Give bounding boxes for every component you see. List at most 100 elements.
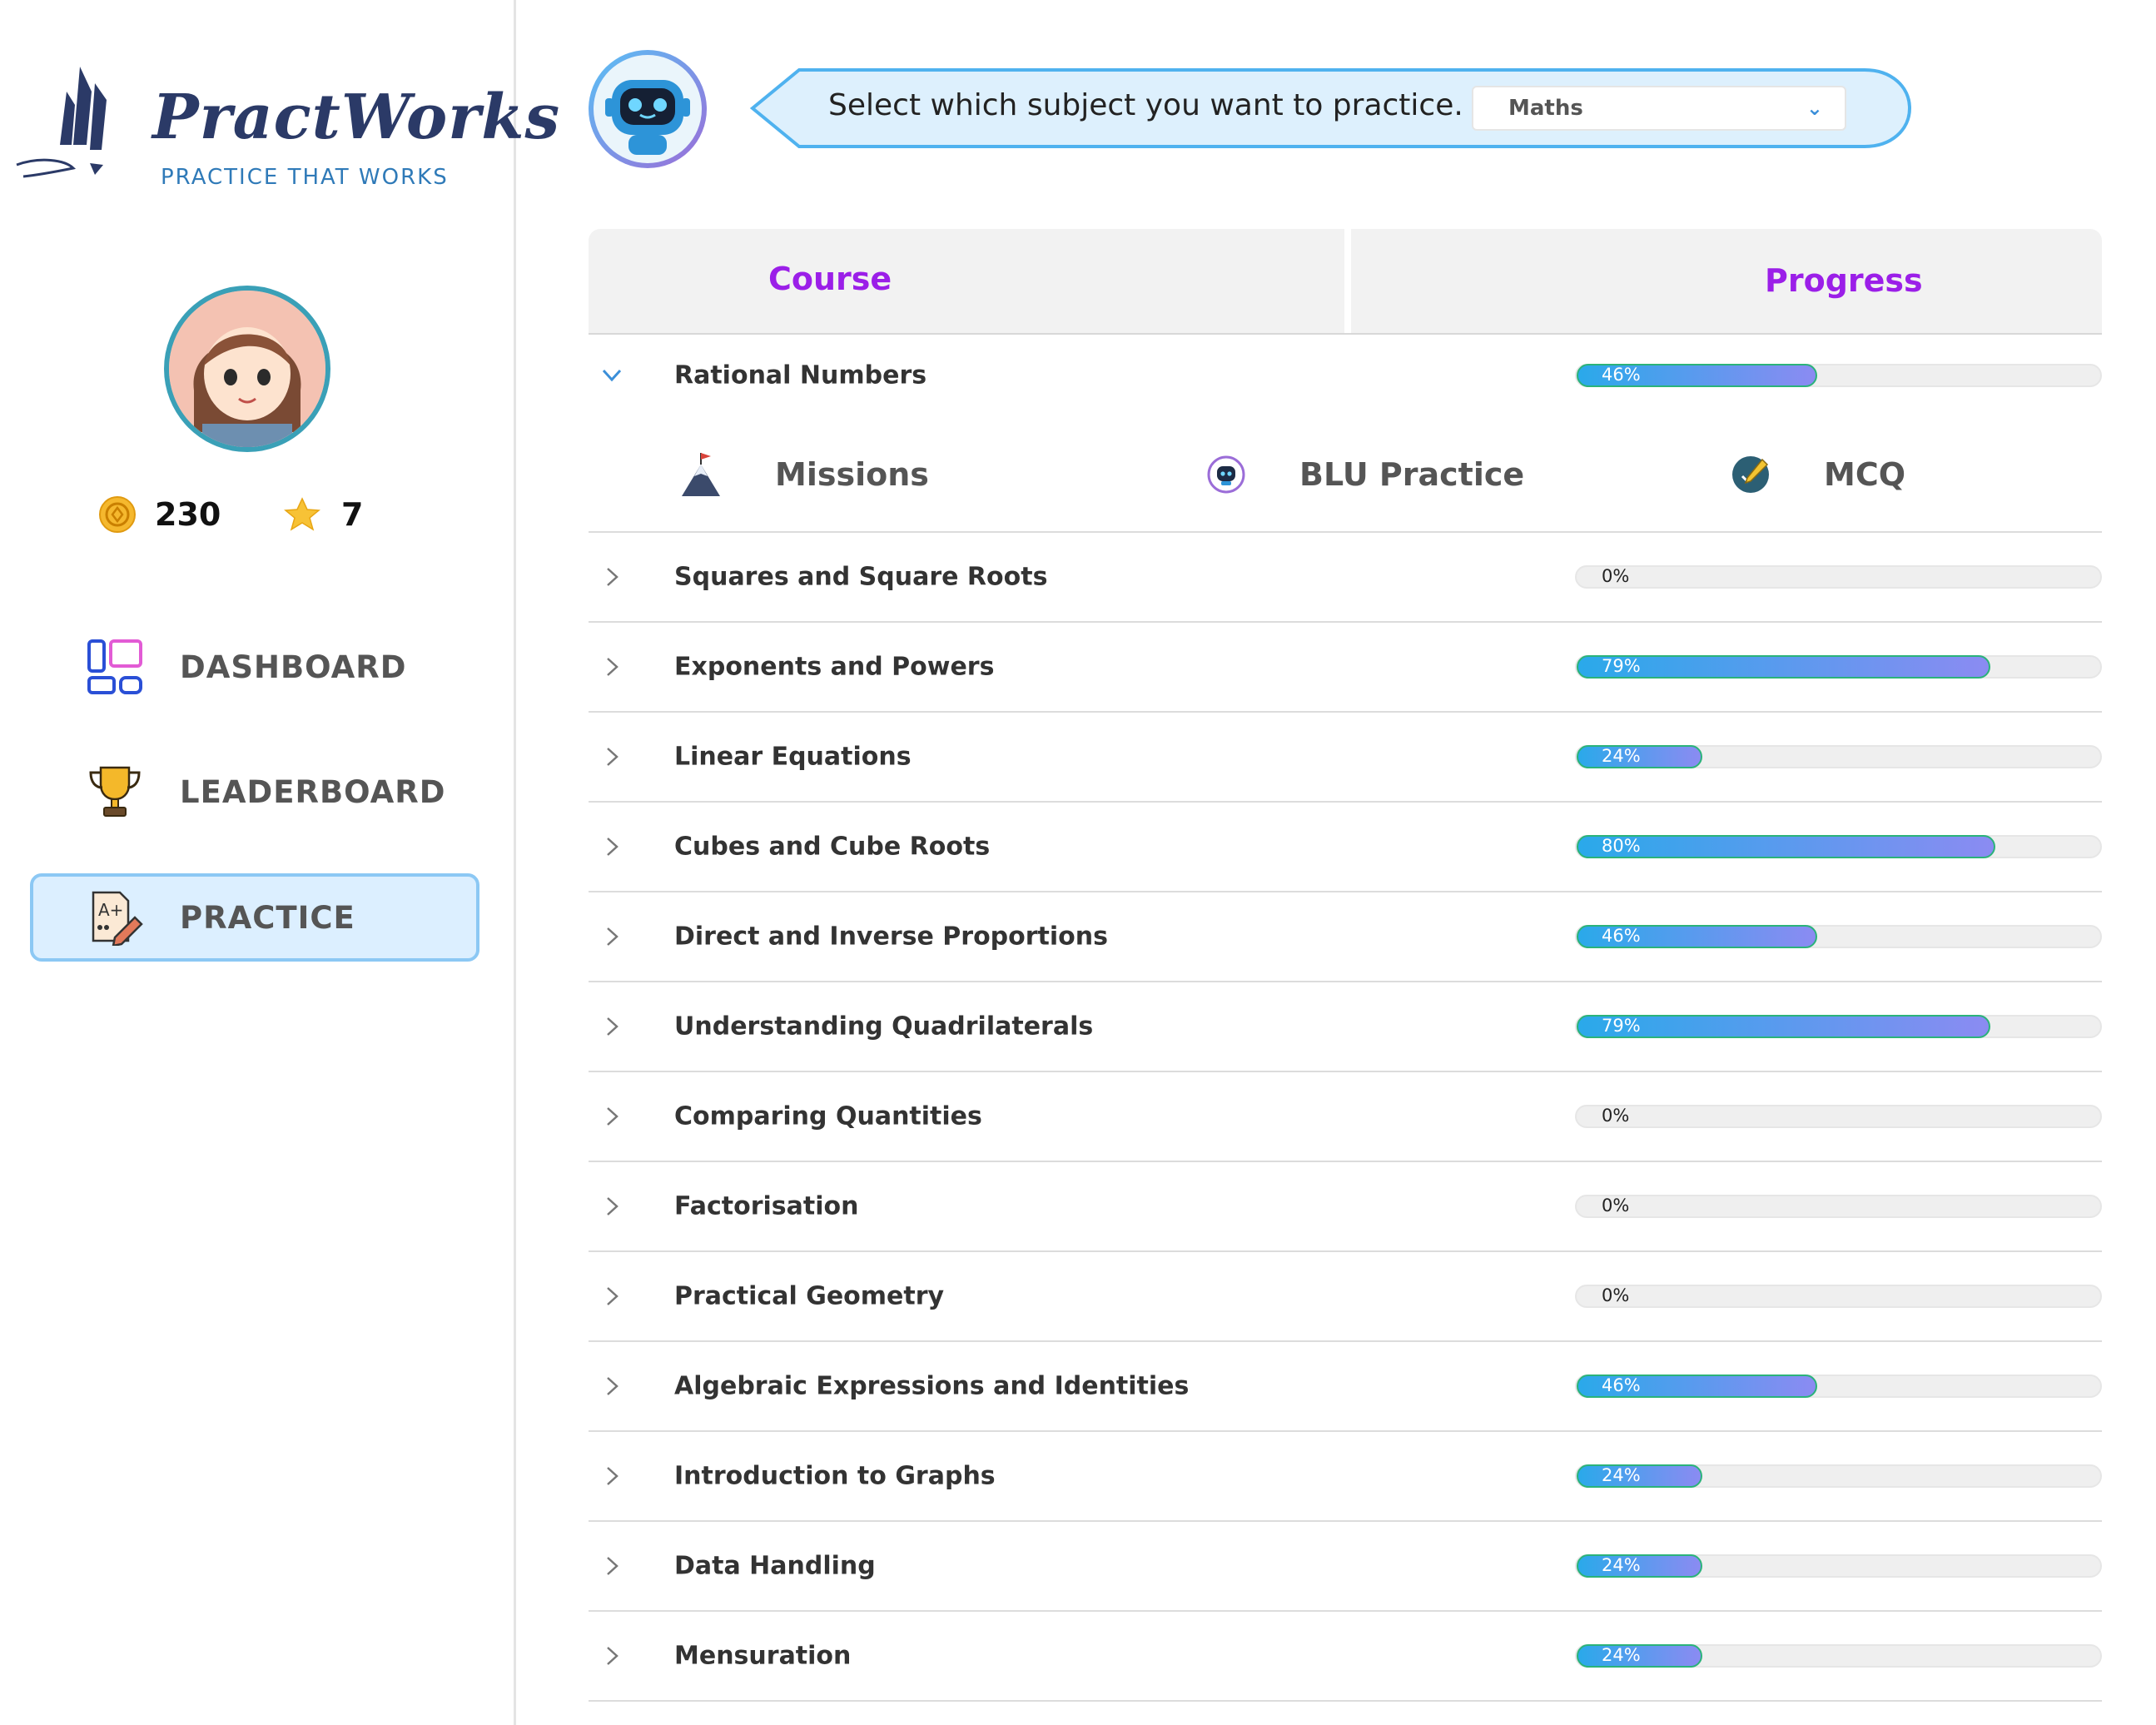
missions-option[interactable]: Missions <box>680 441 929 508</box>
course-row[interactable]: Cubes and Cube Roots 80% <box>589 803 2102 892</box>
brand-logo[interactable]: PractWorks PRACTICE THAT WORKS <box>15 58 559 200</box>
user-avatar-icon <box>169 291 325 447</box>
chevron-right-icon[interactable] <box>597 1281 627 1311</box>
brand-tagline: PRACTICE THAT WORKS <box>161 165 449 190</box>
progress-label: 46% <box>1602 926 1641 946</box>
chevron-right-icon[interactable] <box>597 1371 627 1401</box>
svg-text:A+: A+ <box>98 900 123 920</box>
course-row[interactable]: Linear Equations 24% <box>589 713 2102 803</box>
chevron-down-icon: ⌄ <box>1806 97 1823 120</box>
chevron-right-icon[interactable] <box>597 922 627 952</box>
coin-icon <box>99 496 136 533</box>
coins-count: 230 <box>155 496 221 533</box>
blu-practice-option[interactable]: BLU Practice <box>1206 441 1524 508</box>
bot-avatar <box>589 50 707 168</box>
progress-label: 0% <box>1602 566 1630 586</box>
course-row[interactable]: Exponents and Powers 79% <box>589 623 2102 713</box>
progress-label: 0% <box>1602 1196 1630 1215</box>
progress-label: 79% <box>1602 656 1641 676</box>
progress-label: 0% <box>1602 1106 1630 1126</box>
progress-bar: 0% <box>1575 1195 2102 1218</box>
sidebar: PractWorks PRACTICE THAT WORKS 230 <box>0 0 559 1725</box>
course-row[interactable]: Data Handling 24% <box>589 1522 2102 1612</box>
course-title: Factorisation <box>674 1191 859 1221</box>
nav-dashboard-label: DASHBOARD <box>180 649 407 685</box>
course-title: Comparing Quantities <box>674 1101 982 1131</box>
progress-label: 24% <box>1602 1645 1641 1665</box>
course-header: Course <box>768 261 892 297</box>
subject-select[interactable]: Maths ⌄ <box>1472 86 1846 131</box>
stars-count: 7 <box>341 496 364 533</box>
robot-icon <box>1207 455 1245 494</box>
progress-label: 24% <box>1602 1555 1641 1575</box>
stars-stat: 7 <box>281 491 363 538</box>
progress-bar: 0% <box>1575 565 2102 589</box>
chevron-right-icon[interactable] <box>597 1101 627 1131</box>
course-title: Squares and Square Roots <box>674 562 1048 592</box>
coins-stat: 230 <box>98 491 221 538</box>
course-title: Rational Numbers <box>674 360 927 390</box>
course-row[interactable]: Algebraic Expressions and Identities 46% <box>589 1342 2102 1432</box>
progress-label: 79% <box>1602 1016 1641 1036</box>
star-icon <box>284 497 320 531</box>
progress-label: 24% <box>1602 1465 1641 1485</box>
progress-bar: 79% <box>1575 1015 2102 1038</box>
progress-header: Progress <box>1765 262 1923 299</box>
course-options: Missions BLU Practice MCQ <box>589 416 2102 533</box>
course-row[interactable]: Comparing Quantities 0% <box>589 1072 2102 1162</box>
chevron-right-icon[interactable] <box>597 1191 627 1221</box>
progress-bar: 0% <box>1575 1285 2102 1308</box>
course-title: Linear Equations <box>674 742 912 772</box>
progress-bar: 0% <box>1575 1105 2102 1128</box>
course-title: Introduction to Graphs <box>674 1461 996 1491</box>
course-title: Algebraic Expressions and Identities <box>674 1371 1190 1401</box>
course-row-expanded[interactable]: Rational Numbers 46% <box>589 335 2102 416</box>
subject-select-value: Maths <box>1508 96 1583 121</box>
course-row[interactable]: Understanding Quadrilaterals 79% <box>589 982 2102 1072</box>
course-row[interactable]: Mensuration 24% <box>589 1612 2102 1702</box>
practice-icon: A+ <box>82 884 148 951</box>
avatar[interactable] <box>164 286 330 452</box>
progress-bar: 79% <box>1575 655 2102 679</box>
nav-practice[interactable]: A+ PRACTICE <box>30 873 479 962</box>
chevron-right-icon[interactable] <box>597 832 627 862</box>
course-row[interactable]: Factorisation 0% <box>589 1162 2102 1252</box>
pencil-check-icon <box>1732 456 1769 493</box>
brand-name: PractWorks <box>152 82 561 153</box>
prompt-text: Select which subject you want to practic… <box>828 88 1463 122</box>
dashboard-icon <box>82 634 148 700</box>
missions-label: Missions <box>775 456 929 493</box>
user-stats: 230 7 <box>98 491 448 541</box>
progress-bar: 46% <box>1575 364 2102 387</box>
course-title: Data Handling <box>674 1551 876 1581</box>
course-title: Direct and Inverse Proportions <box>674 922 1109 952</box>
course-row[interactable]: Squares and Square Roots 0% <box>589 533 2102 623</box>
chevron-right-icon[interactable] <box>597 1641 627 1671</box>
nav-leaderboard[interactable]: LEADERBOARD <box>30 748 479 836</box>
chevron-right-icon[interactable] <box>597 1461 627 1491</box>
course-row[interactable]: Direct and Inverse Proportions 46% <box>589 892 2102 982</box>
chevron-right-icon[interactable] <box>597 1551 627 1581</box>
progress-bar: 46% <box>1575 925 2102 948</box>
chevron-right-icon[interactable] <box>597 742 627 772</box>
chevron-right-icon[interactable] <box>597 652 627 682</box>
chevron-right-icon[interactable] <box>597 1012 627 1041</box>
mcq-option[interactable]: MCQ <box>1731 441 1905 508</box>
mountain-flag-icon <box>682 453 720 496</box>
trophy-icon <box>82 758 148 825</box>
progress-bar: 24% <box>1575 1464 2102 1488</box>
course-row[interactable]: Practical Geometry 0% <box>589 1252 2102 1342</box>
progress-bar: 24% <box>1575 1644 2102 1668</box>
chevron-right-icon[interactable] <box>597 562 627 592</box>
nav-dashboard[interactable]: DASHBOARD <box>30 623 479 711</box>
progress-label: 46% <box>1602 1375 1641 1395</box>
chevron-down-icon[interactable] <box>597 360 627 390</box>
nav-practice-label: PRACTICE <box>180 899 355 936</box>
course-title: Practical Geometry <box>674 1281 945 1311</box>
progress-bar: 80% <box>1575 835 2102 858</box>
robot-icon <box>605 80 690 155</box>
progress-label: 24% <box>1602 746 1641 766</box>
progress-bar: 46% <box>1575 1375 2102 1398</box>
course-row[interactable]: Introduction to Graphs 24% <box>589 1432 2102 1522</box>
logo-mark-icon <box>16 67 107 178</box>
